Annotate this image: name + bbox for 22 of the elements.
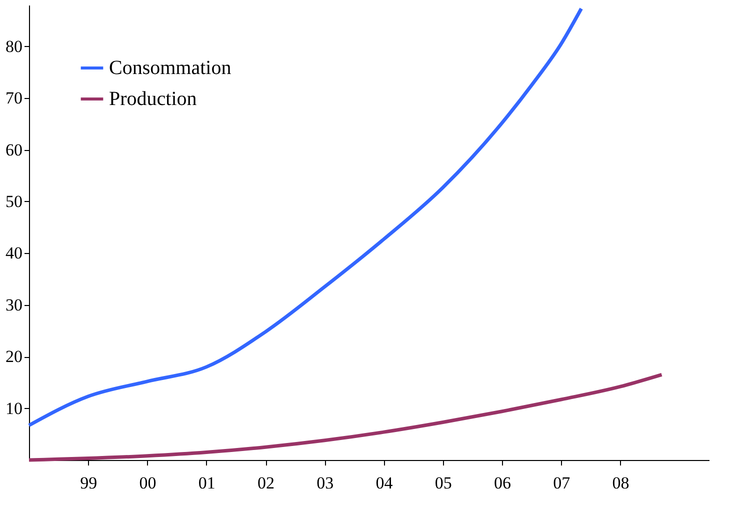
- line-series: [27, 372, 664, 462]
- x-tick-label: 01: [198, 474, 216, 492]
- legend-label: Consommation: [109, 57, 232, 79]
- x-tick-label: 99: [80, 474, 98, 492]
- y-tick-label: 10: [6, 398, 22, 418]
- y-tick-label: 20: [6, 347, 22, 366]
- x-tick-label: 08: [612, 474, 630, 492]
- y-tick-label: 80: [6, 36, 22, 56]
- y-tick-label: 40: [6, 244, 22, 263]
- x-tick-label: 07: [553, 474, 571, 492]
- y-tick-label: 30: [6, 295, 22, 314]
- x-tick-label: 03: [316, 474, 334, 492]
- y-tick-label: 70: [6, 88, 22, 108]
- x-tick-label: 02: [258, 474, 275, 492]
- x-tick-label: 04: [376, 474, 394, 492]
- y-tick-label: 50: [6, 192, 22, 211]
- x-tick-label: 05: [434, 474, 452, 492]
- y-tick-label: 60: [6, 140, 22, 160]
- legend-label: Production: [109, 88, 197, 110]
- line-series: [27, 6, 584, 428]
- x-tick-label: 06: [494, 474, 512, 492]
- x-tick-label: 00: [139, 474, 156, 492]
